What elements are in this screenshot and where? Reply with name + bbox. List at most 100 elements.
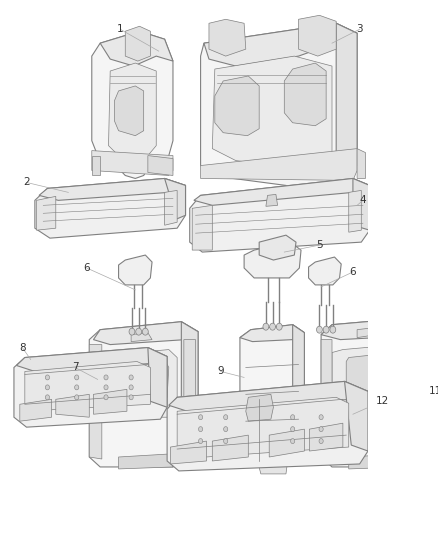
Polygon shape <box>100 31 173 66</box>
Polygon shape <box>269 429 304 457</box>
Circle shape <box>323 326 329 333</box>
Polygon shape <box>357 328 376 337</box>
Circle shape <box>224 415 228 419</box>
Circle shape <box>104 395 108 400</box>
Polygon shape <box>93 389 127 414</box>
Text: 6: 6 <box>84 263 90 273</box>
Polygon shape <box>39 179 186 200</box>
Polygon shape <box>93 322 198 345</box>
Polygon shape <box>194 179 370 205</box>
Circle shape <box>104 375 108 380</box>
Text: 9: 9 <box>217 367 224 376</box>
Circle shape <box>74 375 79 380</box>
Polygon shape <box>293 325 304 449</box>
Polygon shape <box>299 15 336 56</box>
Polygon shape <box>349 454 403 469</box>
Polygon shape <box>17 348 167 372</box>
Polygon shape <box>240 325 304 342</box>
Circle shape <box>224 439 228 443</box>
Circle shape <box>290 439 295 443</box>
Circle shape <box>45 385 49 390</box>
Polygon shape <box>20 399 52 421</box>
Polygon shape <box>89 322 198 467</box>
Circle shape <box>263 323 269 330</box>
Polygon shape <box>165 190 177 225</box>
Polygon shape <box>284 63 326 126</box>
Polygon shape <box>14 348 167 427</box>
Polygon shape <box>321 318 428 340</box>
Polygon shape <box>177 397 349 459</box>
Polygon shape <box>258 451 288 474</box>
Polygon shape <box>119 255 152 285</box>
Circle shape <box>74 385 79 390</box>
Polygon shape <box>167 382 368 471</box>
Polygon shape <box>89 345 102 459</box>
Circle shape <box>198 439 203 443</box>
Polygon shape <box>240 325 304 461</box>
Polygon shape <box>212 435 248 461</box>
Circle shape <box>198 426 203 432</box>
Polygon shape <box>346 352 402 404</box>
Circle shape <box>319 426 323 432</box>
Text: 4: 4 <box>360 196 366 205</box>
Polygon shape <box>92 151 173 175</box>
Circle shape <box>276 323 282 330</box>
Polygon shape <box>201 23 357 196</box>
Text: 7: 7 <box>72 362 78 373</box>
Text: 5: 5 <box>316 240 323 250</box>
Circle shape <box>319 439 323 443</box>
Text: 12: 12 <box>376 397 389 406</box>
Polygon shape <box>412 318 428 447</box>
Circle shape <box>290 415 295 419</box>
Circle shape <box>319 415 323 419</box>
Polygon shape <box>170 441 206 464</box>
Polygon shape <box>181 322 198 447</box>
Polygon shape <box>92 156 100 175</box>
Polygon shape <box>215 76 259 136</box>
Circle shape <box>74 395 79 400</box>
Circle shape <box>136 328 141 335</box>
Polygon shape <box>106 350 177 417</box>
Polygon shape <box>109 63 156 158</box>
Text: 8: 8 <box>19 343 26 352</box>
Circle shape <box>129 395 133 400</box>
Polygon shape <box>131 333 152 342</box>
Circle shape <box>198 415 203 419</box>
Polygon shape <box>36 196 56 230</box>
Text: 2: 2 <box>23 177 30 188</box>
Text: 11: 11 <box>428 386 438 397</box>
Circle shape <box>270 323 276 330</box>
Polygon shape <box>148 348 167 407</box>
Circle shape <box>104 385 108 390</box>
Polygon shape <box>204 23 357 66</box>
Circle shape <box>45 375 49 380</box>
Polygon shape <box>349 190 361 232</box>
Circle shape <box>142 328 148 335</box>
Polygon shape <box>345 382 368 451</box>
Polygon shape <box>321 318 428 467</box>
Text: 3: 3 <box>356 24 363 34</box>
Polygon shape <box>246 394 273 421</box>
Circle shape <box>330 326 336 333</box>
Polygon shape <box>165 179 186 222</box>
Polygon shape <box>336 23 357 166</box>
Polygon shape <box>308 257 341 285</box>
Polygon shape <box>209 19 246 56</box>
Polygon shape <box>259 235 296 260</box>
Polygon shape <box>169 382 368 411</box>
Polygon shape <box>92 31 173 179</box>
Text: 1: 1 <box>117 24 124 34</box>
Polygon shape <box>114 86 144 136</box>
Polygon shape <box>25 361 150 411</box>
Circle shape <box>129 385 133 390</box>
Circle shape <box>290 426 295 432</box>
Circle shape <box>317 326 322 333</box>
Polygon shape <box>266 195 278 206</box>
Polygon shape <box>244 242 301 278</box>
Polygon shape <box>332 345 410 415</box>
Circle shape <box>129 375 133 380</box>
Polygon shape <box>357 149 365 179</box>
Circle shape <box>224 426 228 432</box>
Polygon shape <box>190 179 370 252</box>
Polygon shape <box>201 149 357 181</box>
